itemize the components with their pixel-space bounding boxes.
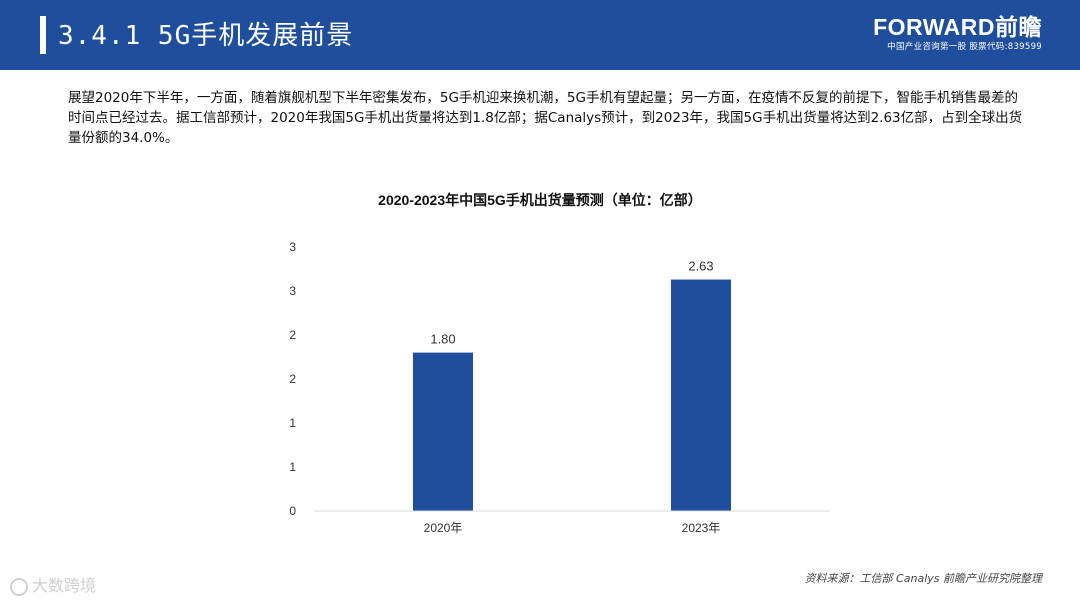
bar xyxy=(413,352,473,511)
x-tick-label: 2020年 xyxy=(424,521,463,535)
watermark-icon xyxy=(10,577,28,596)
brand-subtitle: 中国产业咨询第一股 股票代码:839599 xyxy=(887,42,1042,52)
source-note: 资料来源：工信部 Canalys 前瞻产业研究院整理 xyxy=(804,572,1042,585)
chart-title: 2020-2023年中国5G手机出货量预测（单位：亿部） xyxy=(378,192,702,208)
intro-paragraph: 展望2020年下半年，一方面，随着旗舰机型下半年密集发布，5G手机迎来换机潮，5… xyxy=(68,90,1023,146)
header-bar: 3.4.1 5G手机发展前景 FORWARD前瞻 中国产业咨询第一股 股票代码:… xyxy=(0,0,1080,70)
y-tick-label: 3 xyxy=(289,240,296,254)
brand-name: FORWARD前瞻 xyxy=(873,14,1042,40)
y-tick-label: 2 xyxy=(289,328,296,342)
bar-value-label: 1.80 xyxy=(430,332,455,347)
y-tick-label: 0 xyxy=(289,504,296,518)
y-tick-label: 2 xyxy=(289,372,296,386)
watermark-text: 大数跨境 xyxy=(32,576,97,595)
page-title: 3.4.1 5G手机发展前景 xyxy=(58,21,354,51)
x-tick-label: 2023年 xyxy=(682,521,721,535)
bar-value-label: 2.63 xyxy=(688,259,713,274)
y-tick-label: 3 xyxy=(289,284,296,298)
y-tick-label: 1 xyxy=(289,460,296,474)
y-tick-label: 1 xyxy=(289,416,296,430)
watermark-logo: 大数跨境 xyxy=(10,572,96,596)
title-accent xyxy=(40,16,46,54)
brand-logo: FORWARD前瞻 中国产业咨询第一股 股票代码:839599 xyxy=(852,14,1042,54)
bar xyxy=(671,279,731,511)
